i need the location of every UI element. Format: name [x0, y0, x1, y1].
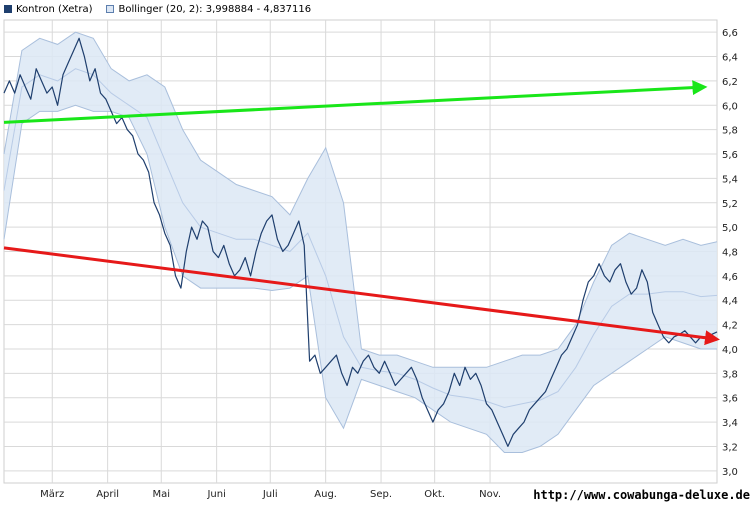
x-tick-label: April — [96, 489, 119, 500]
y-axis-labels: 3,0 3,2 3,4 3,6 3,8 4,0 4,2 4,4 4,6 4,8 5,0 5,2 5,4 5… — [722, 28, 738, 478]
y-tick-label: 4,6 — [722, 272, 738, 283]
y-tick-label: 6,4 — [722, 53, 738, 64]
legend-item-kontron: Kontron (Xetra) — [4, 4, 92, 15]
bollinger-upper-line — [3, 31, 718, 368]
x-tick-label: Sep. — [370, 489, 392, 500]
y-tick-label: 4,4 — [722, 296, 738, 307]
legend-label-kontron: Kontron (Xetra) — [16, 3, 93, 15]
y-tick-label: 3,2 — [722, 442, 738, 453]
legend-label-bollinger: Bollinger (20, 2): 3,998884 - 4,837116 — [118, 3, 312, 15]
y-tick-label: 3,8 — [722, 369, 738, 380]
legend-swatch-price — [4, 5, 12, 13]
legend-item-bollinger: Bollinger (20, 2): 3,998884 - 4,837116 — [106, 4, 311, 15]
x-tick-label: Okt. — [424, 489, 445, 500]
legend-swatch-bollinger — [106, 5, 115, 13]
y-tick-label: 5,2 — [722, 199, 738, 210]
y-tick-label: 5,8 — [722, 126, 738, 137]
x-tick-label: Juli — [262, 489, 278, 500]
y-tick-label: 4,2 — [722, 321, 738, 332]
x-tick-label: Nov. — [479, 489, 501, 500]
y-tick-label: 5,4 — [722, 174, 738, 185]
green-trend-arrow — [3, 80, 708, 124]
grid-lines — [4, 20, 717, 483]
y-tick-label: 6,2 — [722, 77, 738, 88]
chart-legend: Kontron (Xetra) Bollinger (20, 2): 3,998… — [4, 2, 325, 16]
x-tick-label: Mai — [152, 489, 170, 500]
y-tick-label: 6,6 — [722, 28, 738, 39]
y-tick-label: 4,0 — [722, 345, 738, 356]
x-tick-label: März — [40, 489, 64, 500]
bollinger-band-area — [4, 32, 717, 453]
trend-lines — [3, 80, 720, 346]
y-tick-label: 5,0 — [722, 223, 738, 234]
y-tick-label: 3,0 — [722, 467, 738, 478]
y-tick-label: 3,4 — [722, 418, 738, 429]
x-tick-label: Juni — [206, 489, 225, 500]
x-tick-label: Aug. — [314, 489, 337, 500]
x-axis-labels: März April Mai Juni Juli Aug. Sep. Okt. Nov. — [40, 489, 501, 500]
y-tick-label: 4,8 — [722, 248, 738, 259]
watermark-url: http://www.cowabunga-deluxe.de — [533, 488, 750, 502]
y-tick-label: 3,6 — [722, 394, 738, 405]
red-trend-arrow — [3, 246, 720, 346]
y-tick-label: 6,0 — [722, 101, 738, 112]
y-tick-label: 5,6 — [722, 150, 738, 161]
kontron-price-line — [3, 37, 718, 447]
